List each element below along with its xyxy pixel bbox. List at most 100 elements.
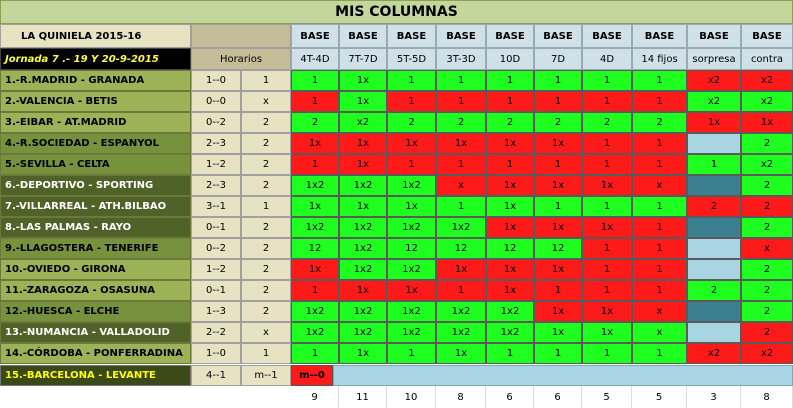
- column-header-base-5: BASE: [486, 24, 534, 48]
- prediction-cell: 2: [534, 112, 582, 133]
- match-name: 5.-SEVILLA - CELTA: [0, 154, 191, 175]
- match-name: 13.-NUMANCIA - VALLADOLID: [0, 322, 191, 343]
- prediction-cell: 2: [387, 112, 436, 133]
- prediction-cell: 1: [291, 154, 339, 175]
- prediction-cell: 1x: [291, 259, 339, 280]
- row15-pleno: m--0: [291, 365, 333, 386]
- prediction-cell: 12: [291, 238, 339, 259]
- prediction-cell: 1x2: [291, 217, 339, 238]
- prediction-cell: 1x: [436, 133, 486, 154]
- column-header-sub-1: 4T-4D: [291, 48, 339, 70]
- prediction-cell: 1x2: [436, 322, 486, 343]
- prediction-cell: 1: [291, 343, 339, 364]
- column-total: 11: [339, 386, 387, 408]
- prediction-cell: x: [741, 238, 793, 259]
- match-name: 3.-EIBAR - AT.MADRID: [0, 112, 191, 133]
- match-name: 6.-DEPORTIVO - SPORTING: [0, 175, 191, 196]
- prediction-cell: 1x: [436, 343, 486, 364]
- prediction-cell: x2: [339, 112, 387, 133]
- prediction-cell: x2: [741, 70, 793, 91]
- match-horario: 2: [241, 238, 291, 259]
- prediction-cell: x2: [741, 91, 793, 112]
- prediction-cell: 1: [582, 133, 632, 154]
- prediction-cell: 1x: [534, 175, 582, 196]
- column-header-sub-2: 7T-7D: [339, 48, 387, 70]
- prediction-cell: [687, 133, 741, 154]
- prediction-cell: 1x2: [291, 301, 339, 322]
- prediction-cell: 1x: [534, 133, 582, 154]
- match-result: 0--2: [191, 112, 241, 133]
- prediction-cell: 2: [741, 133, 793, 154]
- prediction-cell: 1x: [339, 196, 387, 217]
- prediction-cell: x2: [741, 154, 793, 175]
- prediction-cell: 1: [632, 343, 687, 364]
- prediction-cell: 1: [582, 70, 632, 91]
- prediction-cell: 1: [387, 91, 436, 112]
- row15-result: 4--1: [191, 365, 241, 386]
- match-name: 8.-LAS PALMAS - RAYO: [0, 217, 191, 238]
- prediction-cell: 1x2: [436, 301, 486, 322]
- prediction-cell: 1: [632, 91, 687, 112]
- prediction-cell: 1: [582, 91, 632, 112]
- prediction-cell: 1x: [486, 217, 534, 238]
- column-header-sub-9: sorpresa: [687, 48, 741, 70]
- column-total: 9: [291, 386, 339, 408]
- prediction-cell: 2: [687, 196, 741, 217]
- match-name: 9.-LLAGOSTERA - TENERIFE: [0, 238, 191, 259]
- prediction-cell: 1: [582, 280, 632, 301]
- prediction-cell: 1: [387, 154, 436, 175]
- prediction-cell: 2: [687, 280, 741, 301]
- column-header-sub-8: 14 fijos: [632, 48, 687, 70]
- prediction-cell: 1: [534, 154, 582, 175]
- match-horario: 1: [241, 70, 291, 91]
- match-horario: x: [241, 322, 291, 343]
- column-header-sub-10: contra: [741, 48, 793, 70]
- prediction-cell: 1x2: [387, 259, 436, 280]
- prediction-cell: 2: [632, 112, 687, 133]
- prediction-cell: 1: [632, 154, 687, 175]
- prediction-cell: 1x2: [339, 301, 387, 322]
- prediction-cell: 1x: [339, 91, 387, 112]
- prediction-cell: 1: [632, 238, 687, 259]
- column-header-sub-7: 4D: [582, 48, 632, 70]
- prediction-cell: 1x2: [486, 322, 534, 343]
- row15-horario: m--1: [241, 365, 291, 386]
- match-horario: 2: [241, 217, 291, 238]
- column-total: 6: [486, 386, 534, 408]
- match-horario: 2: [241, 301, 291, 322]
- prediction-cell: 2: [741, 280, 793, 301]
- match-result: 2--2: [191, 322, 241, 343]
- match-horario: 1: [241, 196, 291, 217]
- prediction-cell: 1x: [436, 259, 486, 280]
- column-header-base-1: BASE: [291, 24, 339, 48]
- prediction-cell: 1: [436, 196, 486, 217]
- prediction-cell: 12: [387, 238, 436, 259]
- match-result: 1--2: [191, 154, 241, 175]
- match-result: 0--0: [191, 91, 241, 112]
- column-header-sub-4: 3T-3D: [436, 48, 486, 70]
- prediction-cell: 1: [582, 196, 632, 217]
- prediction-cell: 1x: [339, 70, 387, 91]
- prediction-cell: 1x2: [339, 259, 387, 280]
- prediction-cell: 1: [632, 280, 687, 301]
- match-name: 4.-R.SOCIEDAD - ESPANYOL: [0, 133, 191, 154]
- prediction-cell: 1x: [291, 133, 339, 154]
- prediction-cell: 2: [741, 301, 793, 322]
- prediction-cell: 2: [741, 196, 793, 217]
- prediction-cell: 1x: [339, 280, 387, 301]
- totals-left-blank: [0, 386, 291, 408]
- prediction-cell: x: [436, 175, 486, 196]
- prediction-cell: 1: [436, 70, 486, 91]
- prediction-cell: 1x2: [387, 217, 436, 238]
- prediction-cell: 1: [632, 196, 687, 217]
- row15-empty: [333, 365, 793, 386]
- prediction-cell: [687, 322, 741, 343]
- prediction-cell: 12: [486, 238, 534, 259]
- match-horario: 2: [241, 154, 291, 175]
- prediction-cell: 1: [387, 343, 436, 364]
- quiniela-title: LA QUINIELA 2015-16: [0, 24, 191, 48]
- prediction-cell: 1: [582, 343, 632, 364]
- column-header-base-7: BASE: [582, 24, 632, 48]
- match-name: 11.-ZARAGOZA - OSASUNA: [0, 280, 191, 301]
